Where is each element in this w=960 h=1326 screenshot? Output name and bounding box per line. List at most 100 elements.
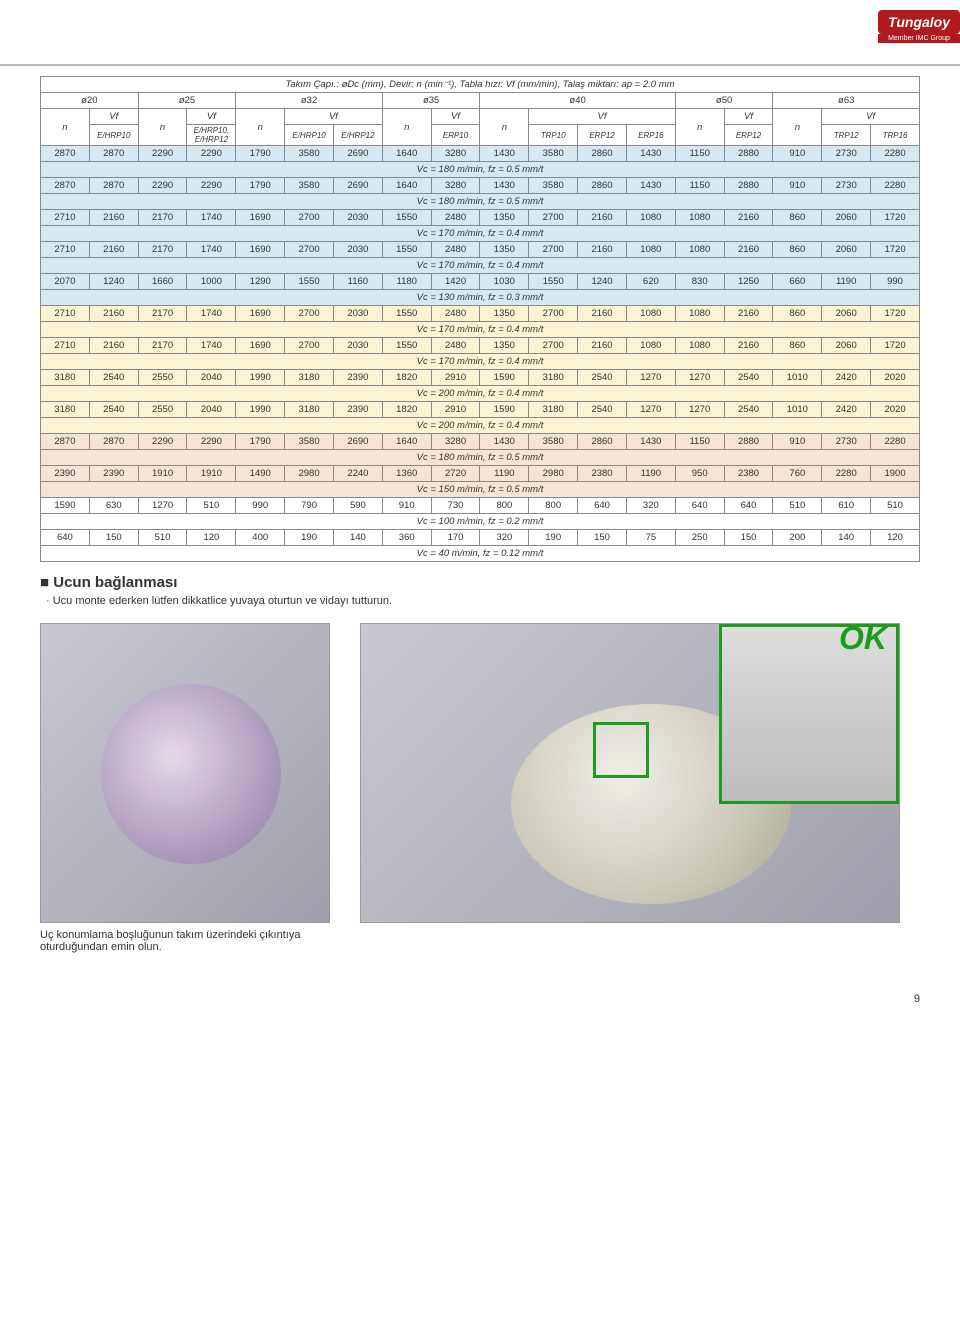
brand-logo: Tungaloy Member IMC Group [878,10,960,43]
data-cell: 150 [578,530,627,546]
vc-row: Vc = 170 m/min, fz = 0.4 mm/t [41,354,920,370]
data-cell: 150 [724,530,773,546]
data-cell: 3580 [285,146,334,162]
vc-cell: Vc = 150 m/min, fz = 0.5 mm/t [41,482,920,498]
data-cell: 1150 [675,146,724,162]
data-cell: 2860 [578,434,627,450]
data-cell: 1080 [626,242,675,258]
data-cell: 860 [773,210,822,226]
data-cell: 2290 [138,178,187,194]
data-cell: 2880 [724,178,773,194]
data-cell: 2160 [89,338,138,354]
data-cell: 2700 [285,306,334,322]
vc-row: Vc = 180 m/min, fz = 0.5 mm/t [41,450,920,466]
data-cell: 2240 [333,466,382,482]
data-cell: 3180 [529,402,578,418]
data-cell: 590 [333,498,382,514]
data-cell: 2980 [529,466,578,482]
data-cell: 3580 [529,178,578,194]
data-cell: 2040 [187,402,236,418]
data-cell: 990 [236,498,285,514]
data-cell: 2480 [431,338,480,354]
data-cell: 2420 [822,370,871,386]
data-cell: 1150 [675,434,724,450]
data-cell: 1640 [382,146,431,162]
data-cell: 2160 [724,210,773,226]
data-cell: 1690 [236,338,285,354]
data-cell: 1240 [89,274,138,290]
data-cell: 3580 [285,434,334,450]
data-cell: 3180 [529,370,578,386]
vc-cell: Vc = 180 m/min, fz = 0.5 mm/t [41,450,920,466]
ok-label: OK [839,620,887,657]
data-cell: 2170 [138,242,187,258]
data-cell: 2700 [529,306,578,322]
vc-cell: Vc = 170 m/min, fz = 0.4 mm/t [41,226,920,242]
data-cell: 510 [871,498,920,514]
illustration-row: Uç konumlama boşluğunun takım üzerindeki… [40,623,920,953]
data-cell: 2030 [333,338,382,354]
logo-text: Tungaloy [878,10,960,34]
data-cell: 1740 [187,306,236,322]
data-cell: 1430 [626,146,675,162]
data-cell: 3280 [431,178,480,194]
table-title: Takım Çapı.: øDc (mm), Devir: n (min⁻¹),… [41,77,920,93]
data-cell: 1990 [236,370,285,386]
data-cell: 2170 [138,306,187,322]
data-cell: 910 [382,498,431,514]
data-cell: 1640 [382,434,431,450]
data-cell: 2070 [41,274,90,290]
data-cell: 1790 [236,146,285,162]
section-note: · Ucu monte ederken lütfen dikkatlice yu… [46,595,920,607]
vc-row: Vc = 130 m/min, fz = 0.3 mm/t [41,290,920,306]
data-cell: 860 [773,306,822,322]
data-cell: 3280 [431,146,480,162]
table-row: 2710216021701740169027002030155024801350… [41,306,920,322]
vc-row: Vc = 100 m/min, fz = 0.2 mm/t [41,514,920,530]
data-cell: 2690 [333,178,382,194]
data-cell: 1740 [187,338,236,354]
table-row: 1590630127051099079059091073080080064032… [41,498,920,514]
page-number: 9 [40,993,920,1005]
data-cell: 200 [773,530,822,546]
vc-row: Vc = 40 m/min, fz = 0.12 mm/t [41,546,920,562]
data-cell: 1190 [626,466,675,482]
data-cell: 2550 [138,402,187,418]
data-cell: 3280 [431,434,480,450]
vc-row: Vc = 170 m/min, fz = 0.4 mm/t [41,322,920,338]
detail-highlight-box [593,722,649,778]
vc-cell: Vc = 180 m/min, fz = 0.5 mm/t [41,162,920,178]
data-cell: 800 [529,498,578,514]
data-cell: 2040 [187,370,236,386]
vc-row: Vc = 180 m/min, fz = 0.5 mm/t [41,194,920,210]
data-cell: 2540 [89,402,138,418]
data-cell: 730 [431,498,480,514]
data-cell: 2870 [41,434,90,450]
vc-cell: Vc = 200 m/min, fz = 0.4 mm/t [41,386,920,402]
data-cell: 2390 [41,466,90,482]
data-cell: 190 [285,530,334,546]
data-cell: 2870 [89,434,138,450]
nvf-row: nVf nVf nVf nVf nVf nVf nVf [41,109,920,125]
data-cell: 790 [285,498,334,514]
insert-seating-illustration [40,623,330,923]
data-cell: 2160 [724,338,773,354]
data-cell: 1820 [382,370,431,386]
data-cell: 2690 [333,434,382,450]
table-row: 2390239019101910149029802240136027201190… [41,466,920,482]
data-cell: 2170 [138,338,187,354]
data-cell: 75 [626,530,675,546]
data-cell: 1690 [236,210,285,226]
data-cell: 2280 [871,434,920,450]
vc-cell: Vc = 100 m/min, fz = 0.2 mm/t [41,514,920,530]
data-cell: 1740 [187,242,236,258]
data-cell: 1910 [138,466,187,482]
data-cell: 1350 [480,338,529,354]
data-cell: 1550 [382,242,431,258]
data-cell: 2540 [578,370,627,386]
data-cell: 1690 [236,306,285,322]
data-cell: 2910 [431,370,480,386]
data-cell: 1430 [480,434,529,450]
data-cell: 860 [773,242,822,258]
data-cell: 1640 [382,178,431,194]
